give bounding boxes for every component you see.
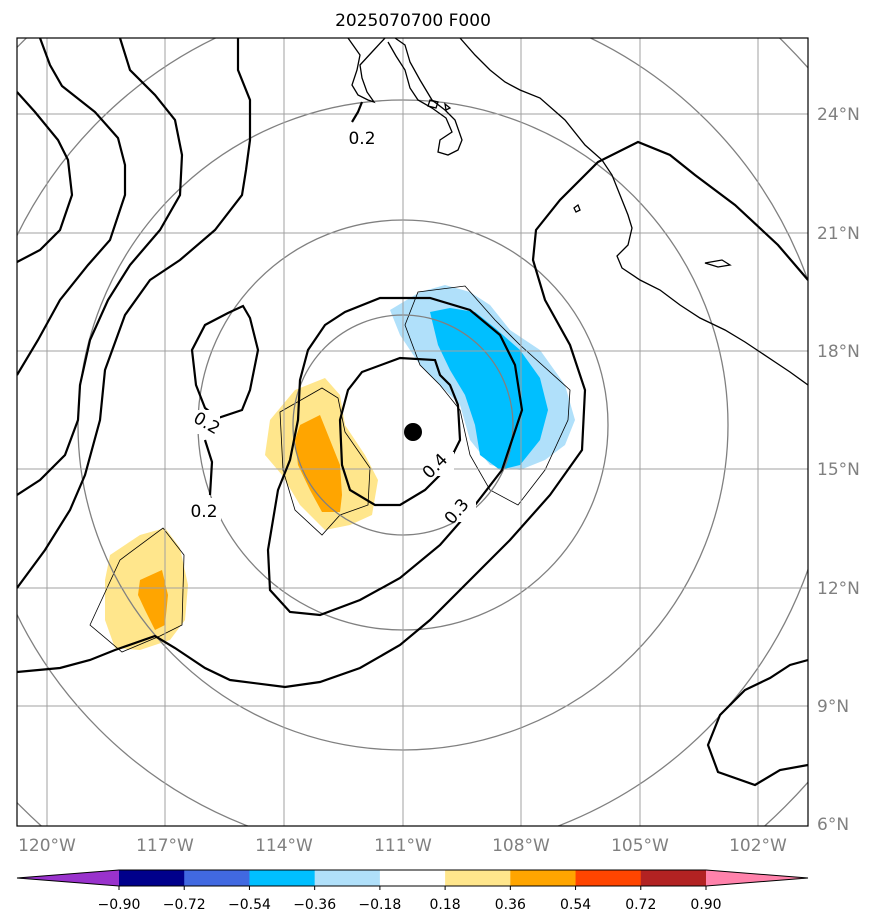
island-3 <box>427 99 439 109</box>
lon-label-117w: 117°W <box>136 836 194 856</box>
colorbar-label: 0.90 <box>690 897 721 913</box>
colorbar: −0.90 −0.72 −0.54 −0.36 −0.18 0.18 0.36 0.54 0.7… <box>16 869 809 913</box>
contour-label-3: 0.2 <box>190 502 217 522</box>
colorbar-label: −0.54 <box>228 897 271 913</box>
shaded-outlines <box>89 285 571 653</box>
island-2 <box>704 259 732 268</box>
lon-label-102w: 102°W <box>729 836 787 856</box>
lat-label-24n: 24°N <box>817 105 860 125</box>
colorbar-label: −0.72 <box>163 897 206 913</box>
colorbar-label: −0.18 <box>358 897 401 913</box>
lon-label-111w: 111°W <box>374 836 432 856</box>
orange-region-1 <box>295 415 342 512</box>
graticule <box>17 38 808 826</box>
contour-label-bg-2 <box>188 410 220 434</box>
lat-label-15n: 15°N <box>817 460 860 480</box>
colorbar-segment <box>575 870 642 886</box>
colorbar-segment <box>510 870 577 886</box>
storm-center-dot <box>404 423 422 441</box>
contour-02-small <box>203 439 214 496</box>
colorbar-segment <box>445 870 511 886</box>
lat-label-9n: 9°N <box>817 697 849 717</box>
yellow-outline-2 <box>89 527 185 653</box>
coastlines <box>347 38 808 386</box>
lon-label-105w: 105°W <box>611 836 669 856</box>
baja-california-coast <box>347 38 386 104</box>
contour-label-bg-3 <box>187 498 221 520</box>
lon-label-120w: 120°W <box>18 836 76 856</box>
colorbar-label: 0.36 <box>495 897 526 913</box>
orange-region-2 <box>138 570 168 630</box>
colorbar-segment <box>379 870 446 886</box>
contour-outer-left-3 <box>17 38 184 496</box>
longitude-labels: 120°W 117°W 114°W 111°W 108°W 105°W 102°… <box>18 836 787 856</box>
lat-label-18n: 18°N <box>817 342 860 362</box>
lat-label-21n: 21°N <box>817 224 860 244</box>
island-4 <box>444 102 452 111</box>
contour-02-top <box>351 101 364 123</box>
colorbar-label: −0.90 <box>98 897 141 913</box>
blue-outline <box>404 285 571 506</box>
gulf-of-california-coast <box>387 38 463 156</box>
lon-label-108w: 108°W <box>492 836 550 856</box>
colorbar-segment <box>314 870 381 886</box>
colorbar-segment <box>249 870 316 886</box>
colorbar-label: −0.36 <box>293 897 336 913</box>
contour-03 <box>266 296 524 617</box>
colorbar-label: 0.72 <box>625 897 656 913</box>
contour-lower-right <box>706 658 808 787</box>
contour-04 <box>338 356 462 507</box>
map-border <box>16 37 809 827</box>
contour-label-bg-1 <box>345 125 379 147</box>
contour-label-bg-5 <box>446 496 476 522</box>
colorbar-extend-high <box>706 870 808 886</box>
colorbar-segment <box>119 870 185 886</box>
contour-label-bg-4 <box>424 452 454 476</box>
latitude-labels: 24°N 21°N 18°N 15°N 12°N 9°N 6°N <box>817 105 860 835</box>
yellow-outline-1 <box>279 387 371 536</box>
colorbar-extend-low <box>17 870 119 886</box>
contour-outer-left-4 <box>17 38 252 589</box>
contour-outer-left-1 <box>17 91 74 263</box>
colorbar-label: 0.54 <box>560 897 591 913</box>
contour-label-1: 0.2 <box>348 129 375 149</box>
island-1 <box>573 203 581 213</box>
figure-title: 2025070700 F000 <box>335 11 491 31</box>
lat-label-6n: 6°N <box>817 815 849 835</box>
contour-outer-left-5 <box>17 140 808 689</box>
lon-label-114w: 114°W <box>255 836 313 856</box>
blue-medium-region <box>430 308 548 470</box>
colorbar-segment <box>640 870 707 886</box>
contour-outer-left-2 <box>17 38 127 376</box>
lat-label-12n: 12°N <box>817 579 860 599</box>
mainland-coast <box>459 38 808 386</box>
colorbar-label: 0.18 <box>430 897 461 913</box>
colorbar-segment <box>184 870 250 886</box>
